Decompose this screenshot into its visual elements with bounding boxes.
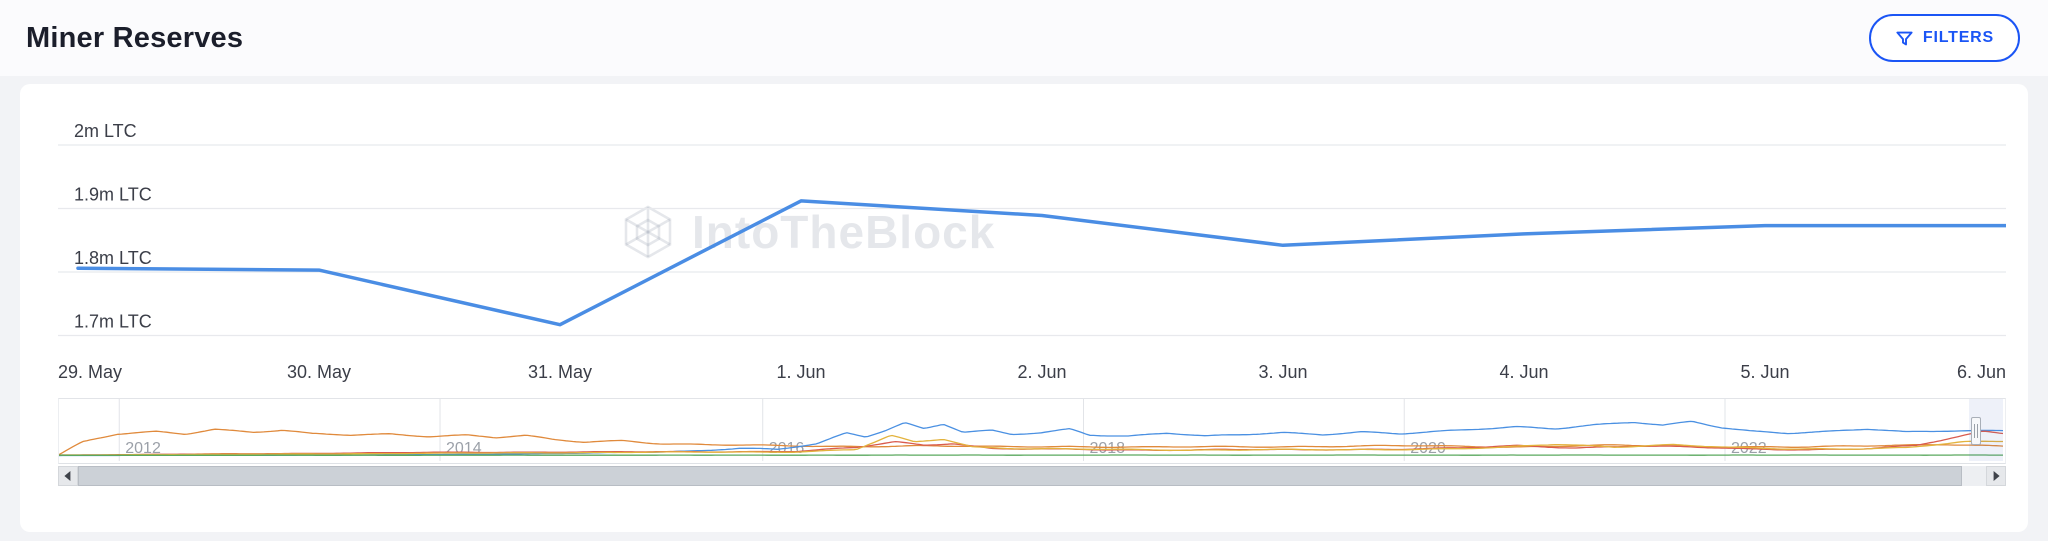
- filter-funnel-icon: [1895, 29, 1914, 48]
- page-title: Miner Reserves: [26, 21, 244, 54]
- x-axis: 29. May 30. May 31. May 1. Jun 2. Jun 3. Jun 4…: [58, 362, 2006, 386]
- filters-button[interactable]: FILTERS: [1868, 14, 2020, 62]
- scrollbar-right-arrow-button[interactable]: [1986, 466, 2006, 486]
- scrollbar: [58, 466, 2006, 486]
- x-axis-label: 29. May: [58, 362, 123, 382]
- chart-card: IntoTheBlock 2m LTC 1.9m LTC 1.8m LTC 1.7m …: [20, 84, 2028, 532]
- scrollbar-thumb[interactable]: [78, 466, 1962, 486]
- page-header: Miner Reserves FILTERS: [0, 0, 2048, 76]
- navigator[interactable]: 2012 2014 2016 2018 2020 2022: [58, 398, 2006, 464]
- main-chart-svg: 2m LTC 1.9m LTC 1.8m LTC 1.7m LTC: [58, 121, 2006, 337]
- main-plot[interactable]: 2m LTC 1.9m LTC 1.8m LTC 1.7m LTC: [58, 120, 2006, 356]
- navigator-handle[interactable]: [1971, 417, 1981, 445]
- main-series-line: [76, 199, 2006, 327]
- x-axis-label: 5. Jun: [1740, 362, 1790, 382]
- x-axis-label: 30. May: [286, 362, 352, 382]
- y-tick-label: 1.8m LTC: [74, 248, 152, 268]
- scrollbar-left-arrow-button[interactable]: [58, 466, 78, 486]
- nav-year-label: 2018: [1089, 440, 1125, 457]
- x-axis-label: 31. May: [527, 362, 593, 382]
- y-tick-label: 1.7m LTC: [74, 312, 152, 332]
- nav-series-line: [59, 434, 2003, 456]
- x-axis-label: 1. Jun: [776, 362, 826, 382]
- x-axis-label: 2. Jun: [1017, 362, 1067, 382]
- x-axis-label: 3. Jun: [1258, 362, 1308, 382]
- x-axis-label: 4. Jun: [1499, 362, 1549, 382]
- y-tick-label: 2m LTC: [74, 121, 137, 141]
- y-tick-label: 1.9m LTC: [74, 185, 152, 205]
- navigator-handle-grip: [1974, 424, 1975, 438]
- scrollbar-track[interactable]: [78, 466, 1986, 486]
- nav-year-label: 2012: [125, 440, 161, 457]
- x-axis-label: 6. Jun: [1956, 362, 2006, 382]
- navigator-svg: 2012 2014 2016 2018 2020 2022: [59, 399, 2003, 461]
- filters-button-label: FILTERS: [1922, 29, 1994, 46]
- nav-series-line: [59, 420, 2003, 457]
- navigator-handle-grip: [1977, 424, 1978, 438]
